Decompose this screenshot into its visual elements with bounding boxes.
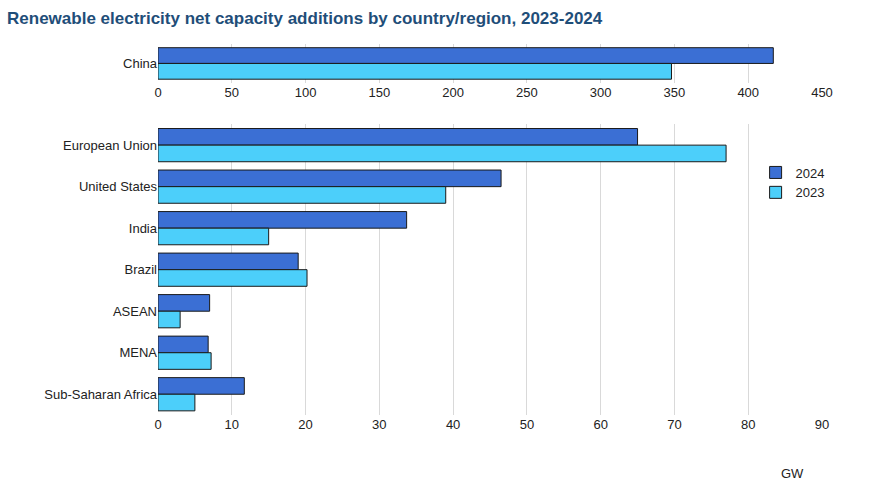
- svg-text:United States: United States: [79, 179, 158, 194]
- svg-text:ASEAN: ASEAN: [113, 304, 157, 319]
- svg-text:0: 0: [154, 417, 161, 432]
- svg-text:50: 50: [225, 85, 239, 100]
- svg-text:Brazil: Brazil: [124, 262, 157, 277]
- svg-text:50: 50: [520, 417, 534, 432]
- svg-text:0: 0: [154, 85, 161, 100]
- svg-text:80: 80: [741, 417, 755, 432]
- svg-text:90: 90: [815, 417, 829, 432]
- svg-text:10: 10: [225, 417, 239, 432]
- svg-text:MENA: MENA: [119, 345, 157, 360]
- svg-text:100: 100: [295, 85, 317, 100]
- svg-text:150: 150: [368, 85, 390, 100]
- svg-text:450: 450: [811, 85, 833, 100]
- svg-text:European Union: European Union: [63, 138, 157, 153]
- svg-text:20: 20: [298, 417, 312, 432]
- svg-text:2023: 2023: [796, 185, 825, 200]
- svg-text:250: 250: [516, 85, 538, 100]
- svg-text:200: 200: [442, 85, 464, 100]
- svg-text:GW: GW: [781, 466, 804, 481]
- svg-text:China: China: [123, 56, 158, 71]
- svg-text:70: 70: [667, 417, 681, 432]
- svg-text:Sub-Saharan Africa: Sub-Saharan Africa: [44, 387, 158, 402]
- svg-text:350: 350: [664, 85, 686, 100]
- svg-text:300: 300: [590, 85, 612, 100]
- svg-text:India: India: [129, 221, 158, 236]
- svg-text:40: 40: [446, 417, 460, 432]
- svg-text:Renewable electricity net capa: Renewable electricity net capacity addit…: [7, 9, 603, 28]
- svg-text:400: 400: [737, 85, 759, 100]
- svg-text:2024: 2024: [796, 166, 825, 181]
- svg-text:30: 30: [372, 417, 386, 432]
- svg-text:60: 60: [593, 417, 607, 432]
